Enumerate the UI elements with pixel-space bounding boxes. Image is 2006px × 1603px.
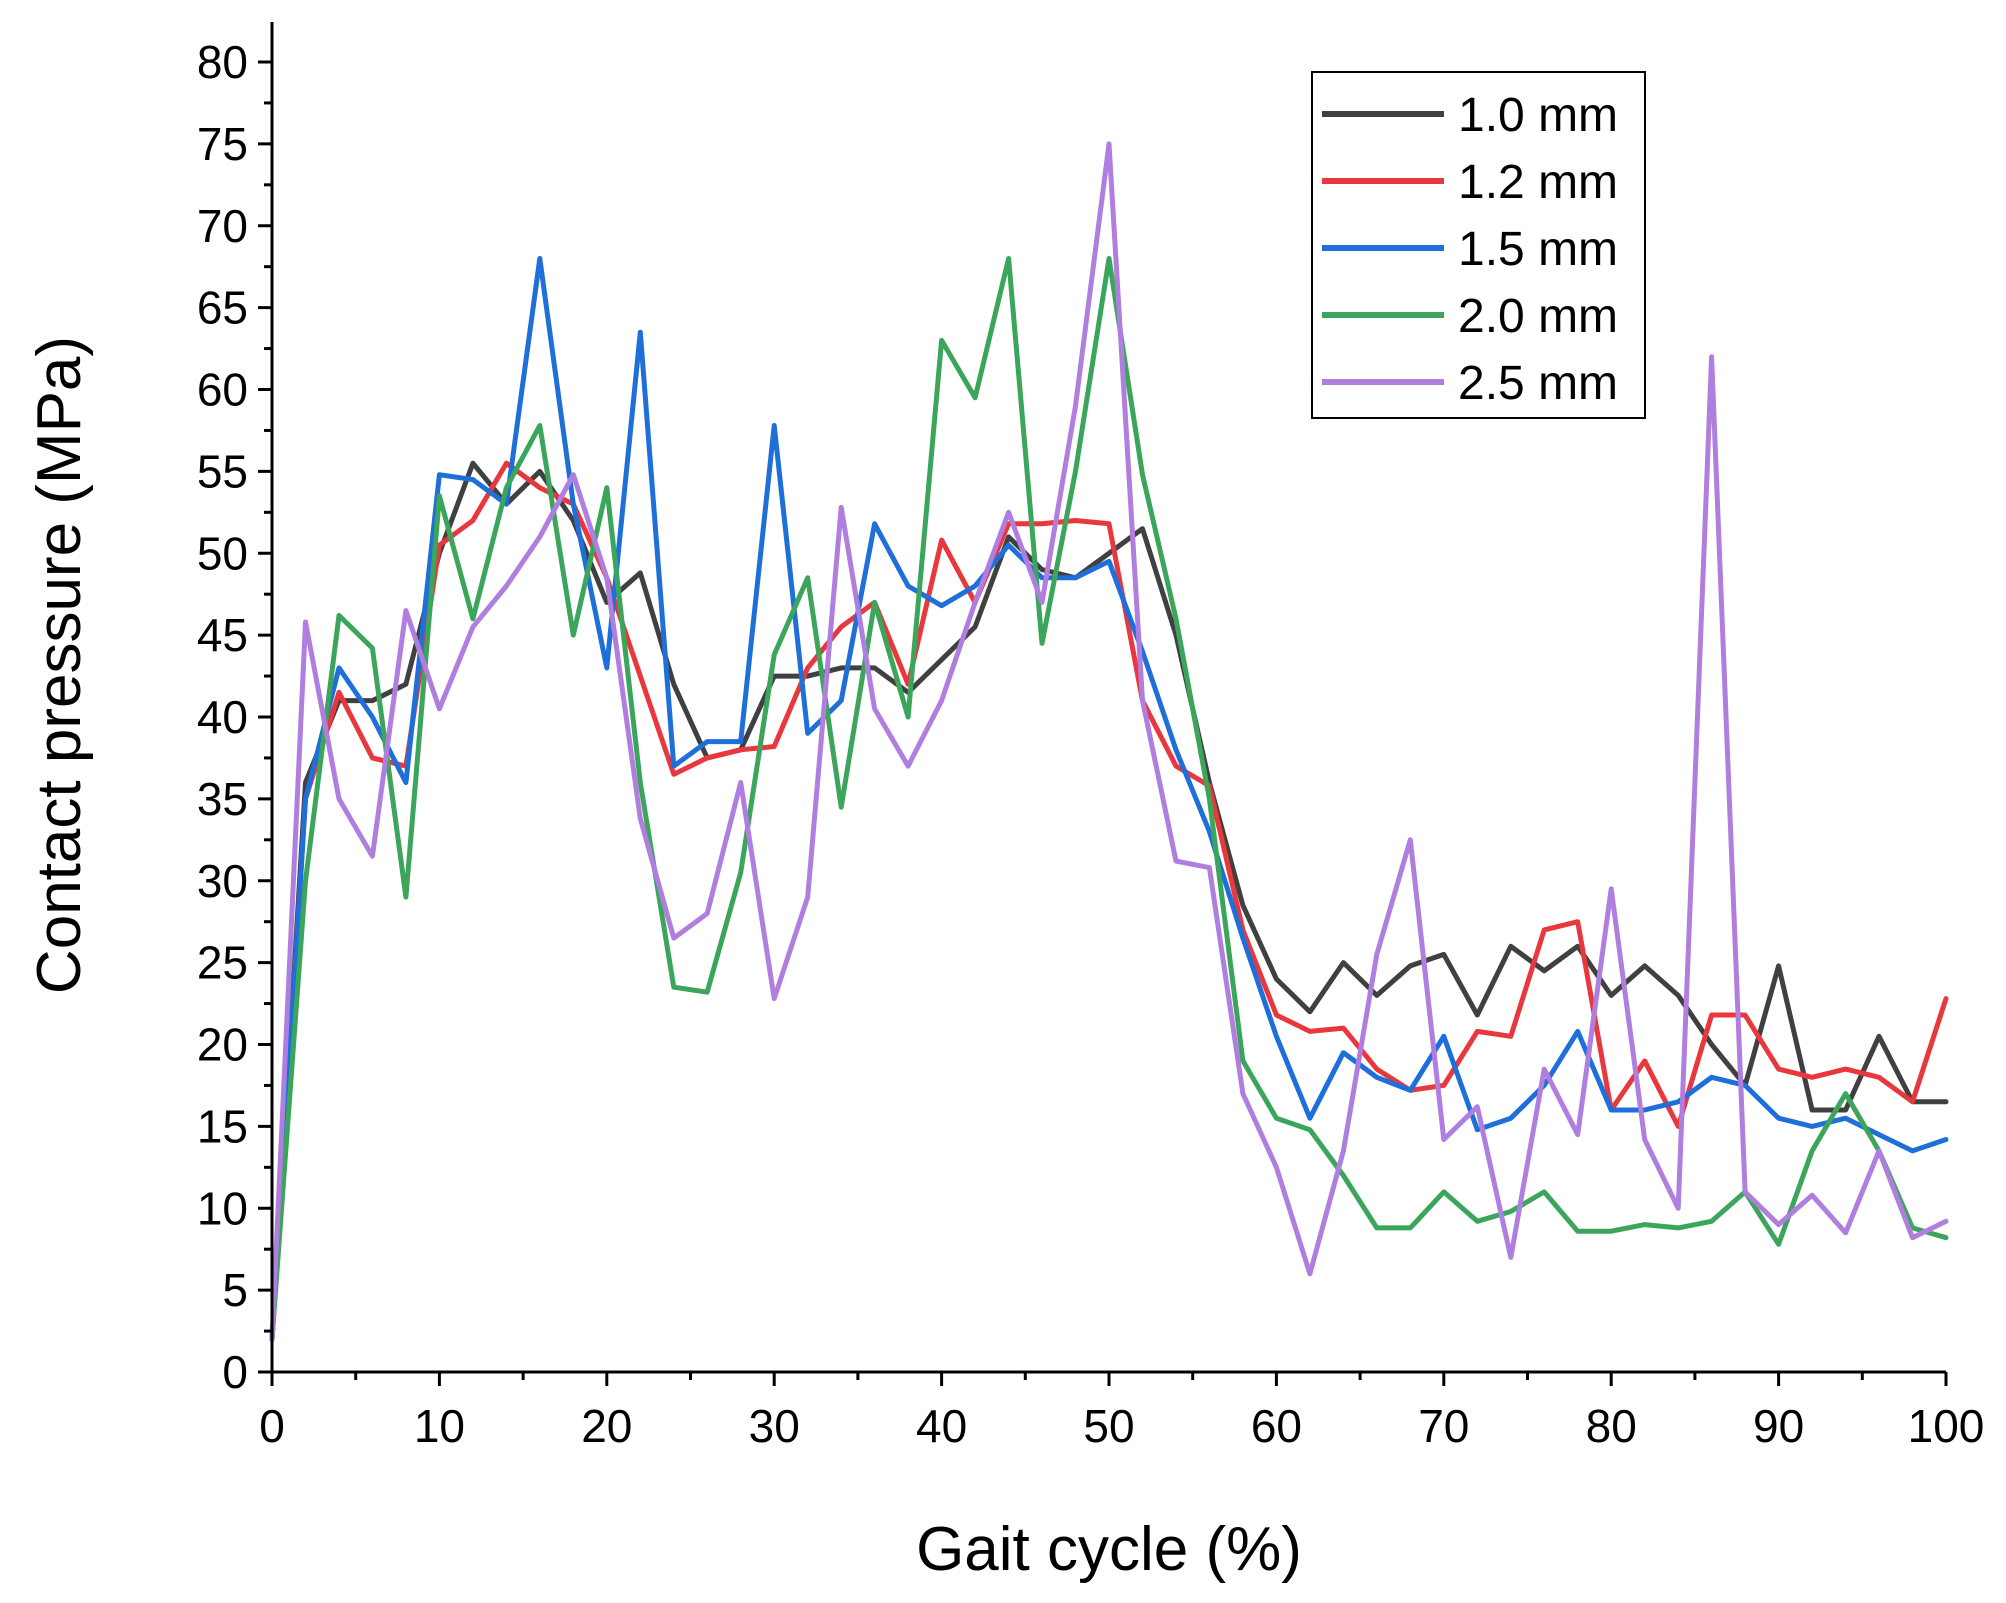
x-tick-label: 50	[1083, 1400, 1134, 1452]
y-tick-label: 70	[197, 200, 248, 252]
series-line-2-0-mm	[269, 256, 1949, 1342]
x-tick-label: 0	[259, 1400, 285, 1452]
x-tick-label: 30	[749, 1400, 800, 1452]
x-tick-label: 20	[581, 1400, 632, 1452]
axes	[270, 22, 1946, 1374]
plot-lines	[269, 141, 1949, 1342]
legend: 1.0 mm 1.2 mm 1.5 mm 2.0 mm 2.5 mm	[1311, 71, 1646, 419]
x-tick-label: 100	[1908, 1400, 1985, 1452]
legend-label: 1.5 mm	[1458, 223, 1618, 276]
legend-label: 1.0 mm	[1458, 89, 1618, 142]
y-tick-label: 50	[197, 527, 248, 579]
x-tick-label: 80	[1586, 1400, 1637, 1452]
y-tick-label: 5	[222, 1264, 248, 1316]
y-tick-label: 10	[197, 1182, 248, 1234]
x-tick-label: 60	[1251, 1400, 1302, 1452]
series-line-1-0-mm	[269, 460, 1949, 1342]
series-line-1-2-mm	[269, 460, 1949, 1342]
y-tick-label: 35	[197, 773, 248, 825]
series-line-2-5-mm	[269, 141, 1949, 1342]
x-tick-label: 10	[414, 1400, 465, 1452]
y-tick-label: 30	[197, 855, 248, 907]
x-tick-label: 40	[916, 1400, 967, 1452]
y-tick-label: 15	[197, 1100, 248, 1152]
legend-label: 2.5 mm	[1458, 357, 1618, 410]
legend-label: 2.0 mm	[1458, 290, 1618, 343]
y-tick-label: 25	[197, 937, 248, 989]
y-tick-label: 60	[197, 364, 248, 416]
x-tick-label: 90	[1753, 1400, 1804, 1452]
x-axis-title: Gait cycle (%)	[916, 1515, 1302, 1584]
y-tick-label: 40	[197, 691, 248, 743]
y-axis-title: Contact pressure (MPa)	[25, 336, 94, 994]
y-tick-label: 20	[197, 1019, 248, 1071]
x-ticks: 0 10 20 30 40 50 60 70 80 90 100	[259, 1372, 1984, 1452]
y-tick-label: 0	[222, 1346, 248, 1398]
y-tick-label: 75	[197, 118, 248, 170]
y-ticks: 0 5 10 15 20 25 30 35 40 45 50 55 60 65 70 75 80	[197, 36, 272, 1398]
legend-label: 1.2 mm	[1458, 156, 1618, 209]
y-tick-label: 65	[197, 282, 248, 334]
x-tick-label: 70	[1418, 1400, 1469, 1452]
y-tick-label: 80	[197, 36, 248, 88]
y-tick-label: 45	[197, 609, 248, 661]
series-line-1-5-mm	[269, 256, 1949, 1342]
y-tick-label: 55	[197, 445, 248, 497]
